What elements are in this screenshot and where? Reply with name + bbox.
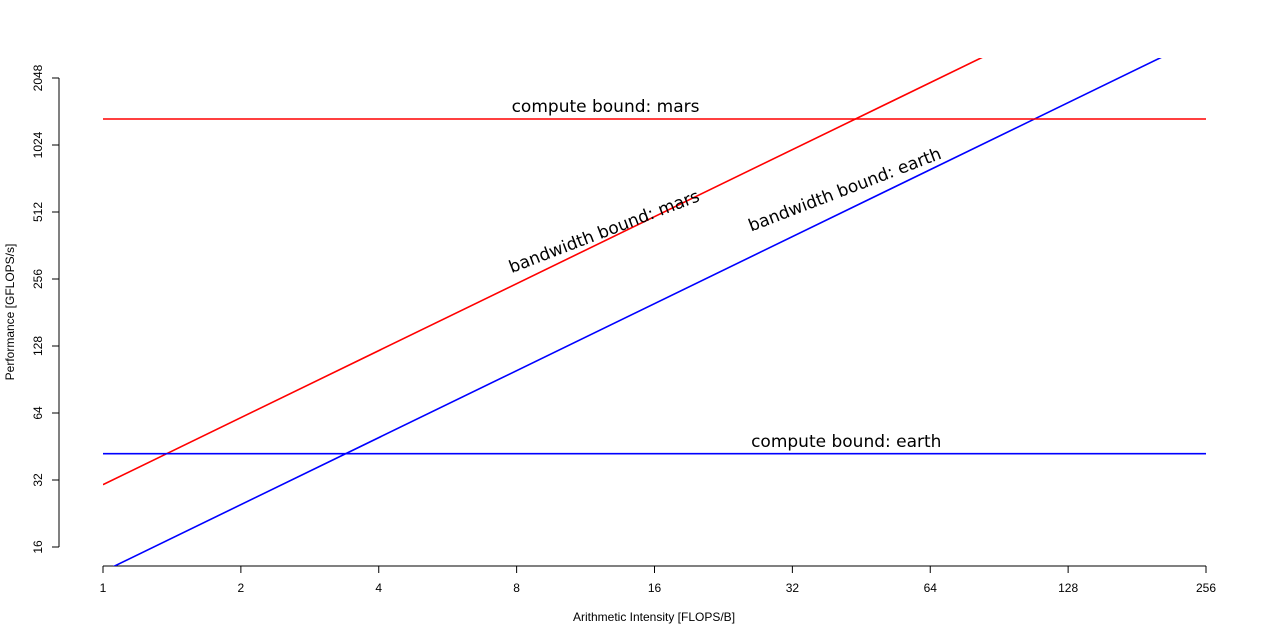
y-tick-label: 128 (31, 336, 45, 356)
x-tick-label: 128 (1058, 581, 1078, 595)
y-axis: 16 32 64 128 256 512 1024 2048 (31, 64, 60, 554)
annotation-layer: compute bound: mars bandwidth bound: mars… (506, 97, 944, 452)
y-tick-label: 256 (31, 269, 45, 289)
series-layer (103, 58, 1206, 566)
y-tick-label: 1024 (31, 131, 45, 158)
x-tick-label: 4 (375, 581, 382, 595)
bw-mars-label: bandwidth bound: mars (506, 187, 702, 278)
x-tick-label: 1 (100, 581, 107, 595)
cb-mars-label: compute bound: mars (512, 97, 700, 117)
x-axis: 1 2 4 8 16 32 64 128 256 (100, 565, 1216, 595)
y-tick-label: 64 (31, 406, 45, 420)
x-tick-label: 2 (238, 581, 245, 595)
x-tick-label: 8 (513, 581, 520, 595)
y-tick-label: 32 (31, 473, 45, 487)
x-tick-label: 16 (648, 581, 662, 595)
bw-mars-line (103, 58, 983, 486)
y-tick-label: 16 (31, 540, 45, 554)
y-tick-label: 512 (31, 202, 45, 222)
y-tick-label: 2048 (31, 64, 45, 91)
cb-earth-label: compute bound: earth (751, 432, 941, 452)
x-tick-label: 32 (786, 581, 800, 595)
x-tick-label: 64 (924, 581, 938, 595)
x-tick-label: 256 (1196, 581, 1216, 595)
x-axis-title: Arithmetic Intensity [FLOPS/B] (573, 610, 735, 624)
bw-earth-line (112, 58, 1162, 566)
y-axis-title: Performance [GFLOPS/s] (3, 244, 17, 381)
